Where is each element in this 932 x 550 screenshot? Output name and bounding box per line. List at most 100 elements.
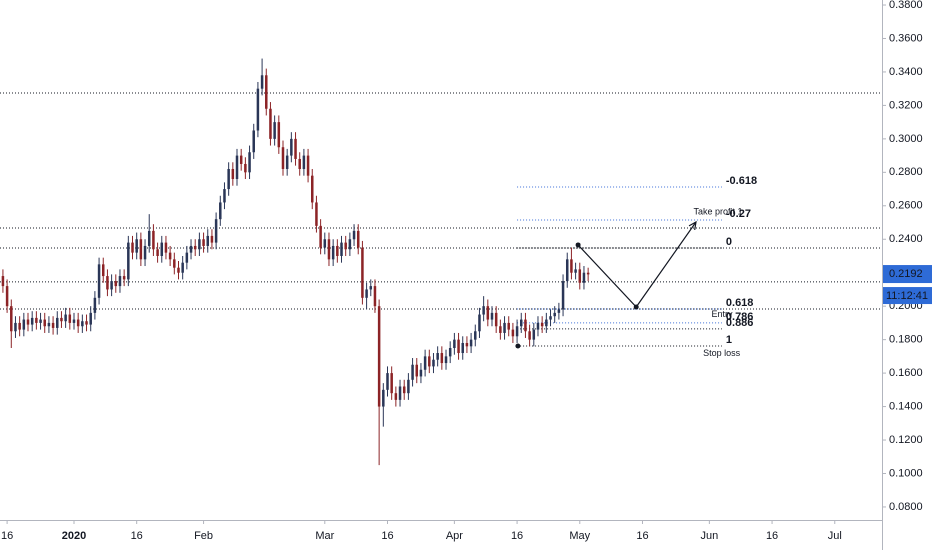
y-tick-label: 0.0800 — [889, 501, 923, 513]
y-tick-label: 0.3800 — [889, 0, 923, 11]
candle-body — [219, 202, 222, 220]
candle-body — [549, 316, 552, 320]
y-tick-label: 0.2800 — [889, 166, 923, 178]
candle-body — [474, 331, 477, 340]
fib-label: -0.27 — [726, 208, 751, 220]
annotation: Entry — [711, 309, 733, 319]
candle-body — [43, 319, 46, 327]
candle-body — [499, 326, 502, 333]
candle-body — [97, 264, 101, 298]
candle-body — [198, 239, 201, 250]
candle-body — [557, 309, 561, 313]
candle-body — [294, 138, 297, 159]
candle-body — [515, 326, 519, 337]
candle-body — [85, 321, 88, 325]
candle-body — [461, 342, 464, 354]
candle-body — [168, 252, 172, 260]
candle-body — [582, 272, 586, 283]
x-tick-label: Mar — [315, 530, 334, 542]
candle-body — [398, 386, 402, 400]
candle-body — [244, 163, 247, 173]
candle-body — [478, 314, 481, 332]
annotation: Stop loss — [703, 348, 741, 358]
candle-body — [231, 168, 235, 180]
candle-body — [323, 239, 327, 248]
x-tick-label: 2020 — [62, 530, 86, 542]
y-tick-label: 0.2400 — [889, 233, 923, 245]
candle-body — [373, 286, 377, 307]
candle-body — [348, 239, 352, 250]
candle-body — [18, 322, 21, 330]
y-tick-label: 0.1400 — [889, 400, 923, 412]
x-tick-label: 16 — [766, 530, 778, 542]
candle-body — [444, 356, 448, 364]
x-tick-label: 16 — [511, 530, 523, 542]
candle-body — [76, 319, 80, 327]
candle-body — [578, 269, 582, 283]
candle-body — [277, 122, 281, 148]
x-tick-label: Apr — [446, 530, 463, 542]
candle-body — [494, 312, 498, 327]
candle-body — [327, 239, 331, 260]
candle-body — [536, 322, 540, 330]
arrow-head — [688, 220, 697, 231]
candle-body — [570, 259, 573, 273]
candle-body — [106, 276, 109, 290]
candle-body — [51, 322, 55, 328]
candle-body — [152, 230, 155, 250]
candle-body — [1, 276, 5, 287]
candle-body — [202, 239, 205, 246]
candle-body — [340, 242, 343, 256]
candle-body — [352, 230, 356, 240]
candle-body — [415, 364, 419, 377]
candle-body — [532, 329, 536, 340]
candle-body — [336, 245, 339, 256]
candle-body — [528, 331, 531, 340]
candle-body — [540, 322, 544, 327]
candle-body — [81, 321, 84, 327]
candle-body — [14, 322, 17, 332]
candle-body — [210, 235, 214, 243]
candle-body — [331, 245, 335, 260]
candle-body — [101, 264, 105, 277]
fib-label: 0.886 — [726, 317, 754, 329]
x-tick-label: 16 — [1, 530, 13, 542]
candle-body — [56, 317, 59, 328]
fib-label: -0.618 — [726, 175, 757, 187]
candle-body — [298, 158, 301, 169]
candle-body — [469, 339, 473, 347]
candle-body — [260, 75, 264, 89]
candle-body — [453, 339, 456, 349]
y-tick-label: 0.3400 — [889, 66, 923, 78]
candle-body — [310, 175, 314, 203]
candle-body — [118, 276, 122, 287]
candle-body — [465, 342, 469, 347]
candle-body — [553, 312, 556, 317]
candle-body — [344, 242, 347, 250]
candle-body — [586, 272, 590, 275]
y-tick-label: 0.1600 — [889, 367, 923, 379]
candle-body — [486, 306, 490, 320]
candle-body — [93, 297, 97, 313]
candle-body — [235, 155, 239, 180]
y-tick-label: 0.3600 — [889, 32, 923, 44]
fib-label: 0.786 — [726, 311, 754, 323]
y-tick-label: 0.1200 — [889, 434, 923, 446]
candle-body — [193, 245, 197, 250]
candle-body — [423, 356, 427, 370]
candle-body — [185, 252, 189, 263]
candle-body — [139, 239, 143, 260]
candle-body — [22, 319, 26, 330]
candle-body — [524, 319, 527, 332]
candle-body — [147, 230, 151, 246]
y-tick-label: 0.1800 — [889, 334, 923, 346]
candle-body — [143, 245, 147, 260]
x-tick-label: Jul — [828, 530, 842, 542]
candle-body — [419, 369, 423, 377]
candle-body — [281, 147, 285, 169]
candle-body — [411, 364, 414, 380]
last-price-label: 0.2192 — [889, 268, 923, 280]
fib-label: 0 — [726, 236, 732, 248]
candle-body — [306, 155, 310, 176]
candle-body — [122, 276, 126, 280]
